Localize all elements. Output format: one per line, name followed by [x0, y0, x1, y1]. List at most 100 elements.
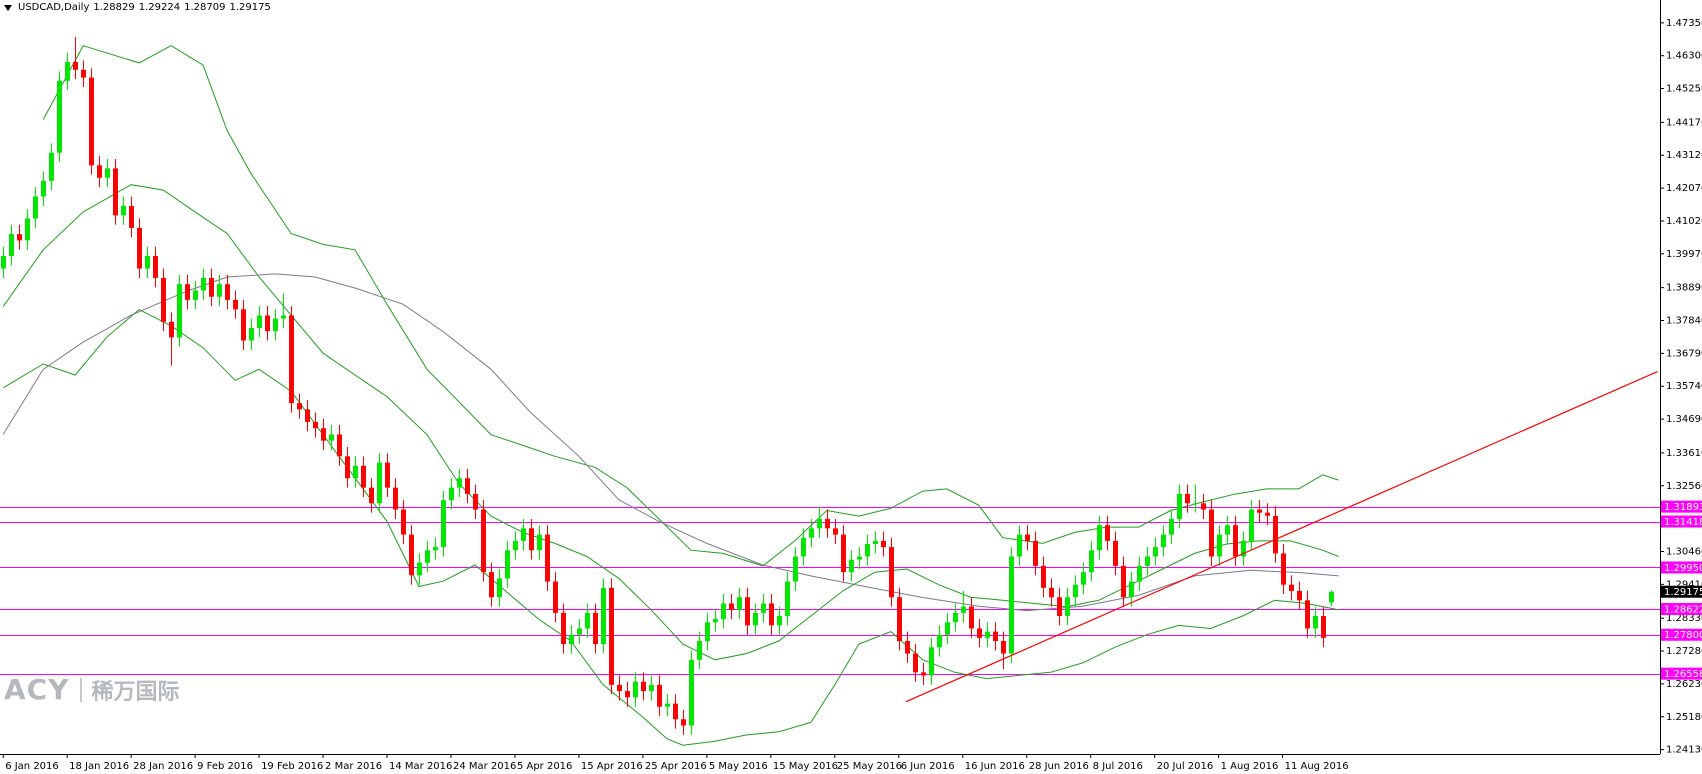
candle-body [217, 284, 222, 297]
candle-body [1113, 540, 1118, 566]
candle-body [593, 612, 598, 645]
candle-body [121, 205, 126, 216]
x-tick-label: 11 Aug 2016 [1285, 761, 1349, 772]
x-tick-label: 19 Feb 2016 [261, 761, 323, 772]
candle-body [297, 403, 302, 410]
candle-body [529, 528, 534, 551]
candle-body [681, 719, 686, 726]
x-tick-label: 28 Jan 2016 [133, 761, 193, 772]
y-tick-label: 1.44170 [1666, 117, 1702, 128]
x-tick-label: 1 Aug 2016 [1221, 761, 1279, 772]
candle-body [1057, 597, 1062, 616]
candle-body [897, 597, 902, 642]
candle-body [49, 152, 54, 181]
candle-body [873, 540, 878, 544]
y-tick-label: 1.32560 [1666, 481, 1702, 492]
x-tick-label: 6 Jun 2016 [901, 761, 955, 772]
level-label: 1.31418 [1664, 517, 1702, 528]
candle-body [1001, 641, 1006, 654]
candle-body [953, 612, 958, 623]
candle-body [377, 462, 382, 504]
candle-body [1129, 581, 1134, 598]
y-tick-label: 1.33610 [1666, 448, 1702, 459]
candle-body [513, 540, 518, 551]
level-label: 1.28622 [1664, 605, 1702, 616]
candle-body [1081, 572, 1086, 585]
candle-body [857, 556, 862, 560]
candle-body [257, 315, 262, 329]
y-tick-label: 1.34690 [1666, 414, 1702, 425]
candle-body [1177, 493, 1182, 519]
ohlc-close: 1.29175 [229, 2, 271, 13]
candle-body [1033, 540, 1038, 566]
candle-body [1, 256, 6, 269]
candle-body [553, 581, 558, 613]
level-label-box [1661, 515, 1702, 528]
candle-body [993, 631, 998, 642]
candle-body [1193, 503, 1198, 505]
candle-body [185, 284, 190, 300]
candle-body [337, 434, 342, 457]
candle-body [161, 277, 166, 322]
y-tick-label: 1.28330 [1666, 613, 1702, 624]
candle-body [769, 603, 774, 626]
y-tick-label: 1.24130 [1666, 745, 1702, 756]
candle-body [505, 550, 510, 579]
x-tick-label: 20 Jul 2016 [1157, 761, 1214, 772]
symbol: USDCAD,Daily [18, 2, 90, 13]
candle-body [233, 299, 238, 310]
y-tick-label: 1.46300 [1666, 51, 1702, 62]
candle-body [761, 603, 766, 613]
candle-body [961, 606, 966, 613]
candle-body [929, 647, 934, 676]
candle-body [361, 465, 366, 488]
candle-body [753, 612, 758, 626]
candle-body [1089, 550, 1094, 573]
candle-body [273, 318, 278, 332]
candle-body [265, 315, 270, 332]
candle-body [921, 672, 926, 676]
level-label-box [1661, 628, 1702, 641]
trendline [905, 370, 1658, 703]
candle-body [1225, 525, 1230, 535]
level-label-box [1661, 500, 1702, 513]
candle-body [1305, 600, 1310, 629]
candle-body [889, 547, 894, 598]
candle-body [401, 509, 406, 535]
candle-body [1257, 509, 1262, 513]
candle-body [777, 615, 782, 626]
candle-body [25, 218, 30, 241]
chart-header: USDCAD,Daily 1.28829 1.29224 1.28709 1.2… [4, 2, 271, 13]
candle-body [1137, 565, 1142, 582]
candle-body [1049, 587, 1054, 598]
candle-body [193, 290, 198, 300]
candle-body [601, 587, 606, 645]
candle-body [1145, 556, 1150, 566]
candle-body [89, 77, 94, 166]
candle-body [449, 487, 454, 501]
ohlc-low: 1.28709 [184, 2, 226, 13]
candle-body [137, 227, 142, 269]
candle-body [1233, 525, 1238, 557]
candle-body [801, 537, 806, 557]
candle-body [81, 69, 86, 78]
candle-body [905, 641, 910, 654]
candle-body [1041, 565, 1046, 588]
candle-body [577, 628, 582, 635]
candle-body [1161, 534, 1166, 548]
candle-body [145, 256, 150, 269]
candle-body [321, 428, 326, 441]
x-tick-label: 5 May 2016 [709, 761, 768, 772]
candle-body [809, 528, 814, 538]
candle-body [425, 550, 430, 563]
candle-body [657, 684, 662, 707]
y-tick-label: 1.37840 [1666, 316, 1702, 327]
x-tick-label: 9 Feb 2016 [197, 761, 253, 772]
level-label-box [1661, 561, 1702, 574]
menu-triangle[interactable] [4, 4, 12, 11]
candle-body [849, 559, 854, 573]
candle-body [1121, 565, 1126, 598]
candle-body [329, 434, 334, 441]
candle-body [633, 681, 638, 698]
